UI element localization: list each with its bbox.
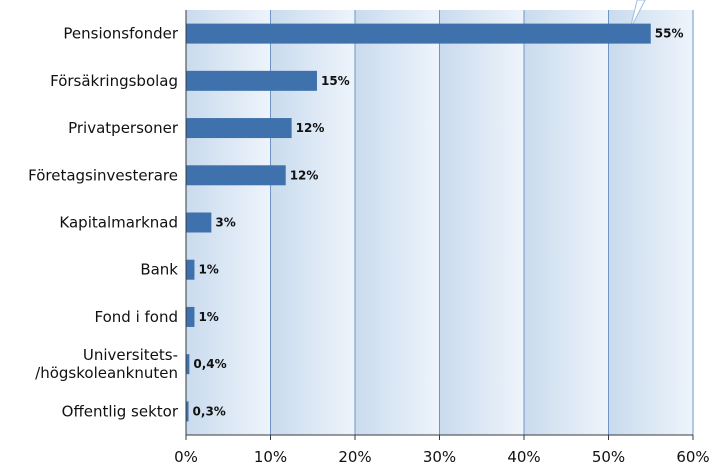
x-tick-label: 10%: [254, 448, 287, 466]
category-label: Fond i fond: [95, 308, 179, 326]
axes: [185, 10, 693, 436]
category-labels: Pensionsfonder Försäkringsbolag Privatpers…: [28, 25, 179, 421]
data-label: 12%: [296, 121, 325, 135]
data-label: 0,4%: [193, 357, 226, 371]
plot-band: [608, 10, 693, 435]
bar: [186, 118, 292, 139]
data-label: 15%: [321, 74, 350, 88]
x-tick-label: 50%: [592, 448, 625, 466]
category-label: Företagsinvesterare: [28, 166, 178, 184]
bar: [186, 165, 286, 186]
x-tick-label: 30%: [423, 448, 456, 466]
category-label: Universitets-/högskoleanknuten: [35, 346, 178, 382]
bars: [186, 23, 651, 422]
bar: [186, 23, 651, 44]
bar: [186, 306, 195, 327]
category-label: Försäkringsbolag: [50, 72, 178, 90]
bar: [186, 212, 212, 233]
data-label: 12%: [290, 168, 319, 182]
data-label: 3%: [215, 216, 235, 230]
data-label: 1%: [198, 310, 218, 324]
callout-tail: [629, 0, 646, 30]
data-label: 0,3%: [193, 404, 226, 418]
plot-band: [355, 10, 440, 435]
bar: [186, 354, 190, 375]
category-label: Kapitalmarknad: [59, 214, 178, 232]
x-tick-label: 40%: [507, 448, 540, 466]
plot-background: [186, 10, 693, 435]
x-tick-label: 60%: [676, 448, 709, 466]
data-label: 1%: [198, 263, 218, 277]
callout-pointer: [629, 0, 646, 30]
x-tick-label: 0%: [174, 448, 198, 466]
data-label: 55%: [655, 27, 684, 41]
bar: [186, 259, 195, 280]
category-label-line: Universitets-: [83, 346, 178, 364]
bar: [186, 70, 317, 91]
x-tick-label: 20%: [338, 448, 371, 466]
plot-band: [524, 10, 609, 435]
plot-band: [439, 10, 524, 435]
category-label: Pensionsfonder: [63, 25, 178, 43]
category-label: Bank: [140, 261, 178, 279]
category-label-line: /högskoleanknuten: [35, 364, 178, 382]
category-label: Privatpersoner: [68, 119, 179, 137]
data-labels: 55% 15% 12% 12% 3% 1% 1% 0,4% 0,3%: [193, 27, 684, 419]
bar: [186, 401, 189, 422]
x-axis-ticks: 0% 10% 20% 30% 40% 50% 60%: [174, 435, 710, 466]
category-label: Offentlig sektor: [62, 402, 179, 420]
